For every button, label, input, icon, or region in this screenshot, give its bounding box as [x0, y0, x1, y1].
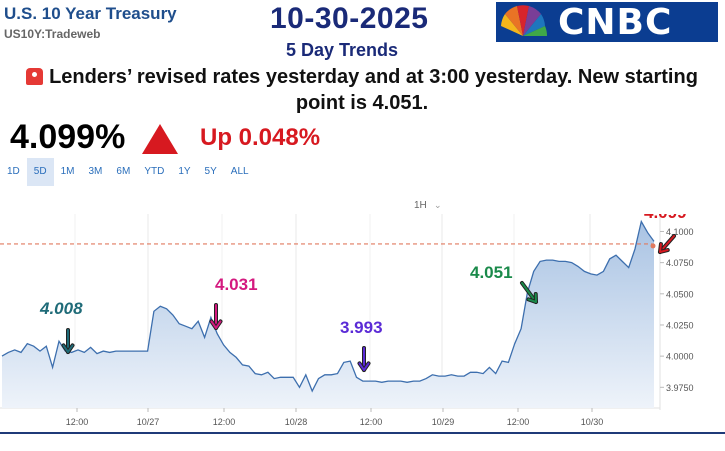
y-tick-label: 3.9750: [666, 383, 694, 393]
y-tick-label: 4.0500: [666, 289, 694, 299]
tab-5d[interactable]: 5D: [26, 158, 54, 186]
quote-price: 4.099%: [10, 118, 126, 156]
annotation-label: 4.099: [644, 214, 687, 222]
x-tick-label: 12:00: [213, 417, 236, 427]
arrow-icon: [209, 303, 223, 330]
x-tick-label: 12:00: [507, 417, 530, 427]
y-tick-label: 4.0000: [666, 352, 694, 362]
tab-1y[interactable]: 1Y: [178, 166, 191, 177]
x-tick-label: 12:00: [66, 417, 89, 427]
report-date: 10-30-2025: [270, 2, 429, 35]
price-line: [1, 219, 655, 393]
annotation-label: 4.008: [39, 299, 83, 318]
y-tick-label: 4.0750: [666, 258, 694, 268]
chevron-down-icon[interactable]: ⌄: [434, 200, 442, 210]
bottom-rule: [0, 432, 725, 434]
tab-ytd[interactable]: YTD: [144, 166, 165, 177]
tab-3m[interactable]: 3M: [88, 166, 103, 177]
x-tick-label: 10/30: [581, 417, 604, 427]
trend-label: 5 Day Trends: [286, 40, 399, 60]
logo-wordmark: CNBC: [558, 1, 673, 43]
interval-select[interactable]: 1H: [414, 200, 427, 211]
arrow-icon: [658, 234, 676, 254]
last-value-dot: [650, 243, 656, 249]
tab-5y[interactable]: 5Y: [204, 166, 217, 177]
cnbc-logo: CNBC: [494, 0, 720, 44]
tab-6m[interactable]: 6M: [116, 166, 131, 177]
range-tabs: 1D 5D 1M 3M 6M YTD 1Y 5Y ALL: [0, 158, 256, 186]
annotation-label: 3.993: [340, 318, 383, 337]
annotation-label: 4.031: [215, 275, 258, 294]
tab-1m[interactable]: 1M: [60, 166, 75, 177]
y-tick-label: 4.0250: [666, 320, 694, 330]
x-tick-label: 10/27: [137, 417, 160, 427]
arrow-icon: [357, 346, 371, 372]
notice-text: Lenders’ revised rates yesterday and at …: [49, 66, 698, 114]
arrow-icon: [61, 328, 75, 354]
arrow-icon: [520, 281, 538, 304]
x-tick-label: 10/28: [285, 417, 308, 427]
notice-banner: Lenders’ revised rates yesterday and at …: [12, 64, 712, 116]
tab-1d[interactable]: 1D: [7, 166, 20, 177]
price-chart: 4.1000 4.0750 4.0500 4.0250 4.0000 3.9750 12:…: [0, 214, 694, 427]
y-tick-label: 4.1000: [666, 227, 694, 237]
annotation-label: 4.051: [470, 263, 513, 282]
quote-change: Up 0.048%: [200, 124, 321, 151]
instrument-symbol: US10Y:Tradeweb: [4, 27, 101, 41]
price-area: [2, 221, 654, 408]
up-triangle-icon: [142, 124, 178, 154]
peacock-icon: [501, 5, 548, 36]
x-tick-label: 10/29: [432, 417, 455, 427]
tab-all[interactable]: ALL: [230, 166, 249, 177]
x-tick-label: 12:00: [360, 417, 383, 427]
siren-icon: [26, 68, 44, 85]
instrument-title: U.S. 10 Year Treasury: [4, 4, 177, 23]
